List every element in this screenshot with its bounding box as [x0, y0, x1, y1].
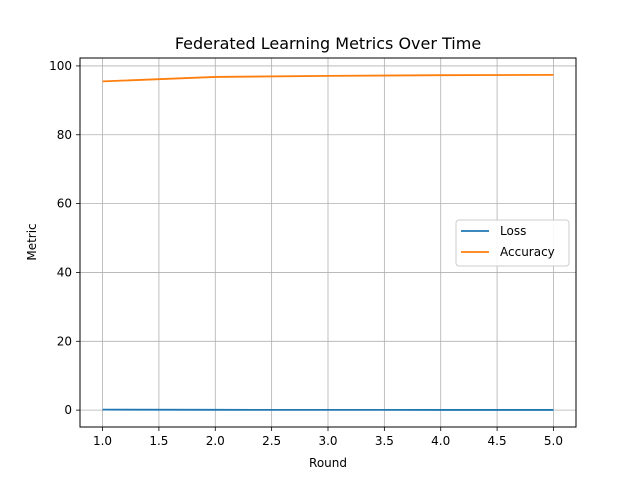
- y-tick-label: 80: [57, 128, 72, 142]
- y-tick-label: 60: [57, 197, 72, 211]
- y-tick-label: 0: [64, 403, 72, 417]
- y-tick-label: 100: [49, 59, 72, 73]
- y-tick-label: 40: [57, 265, 72, 279]
- x-tick-label: 1.0: [93, 434, 112, 448]
- x-axis-ticks: 1.0 1.5 2.0 2.5 3.0 3.5 4.0 4.5 5.0: [93, 427, 563, 448]
- legend-label-loss: Loss: [500, 224, 526, 238]
- x-tick-label: 3.5: [375, 434, 394, 448]
- y-axis-label: Metric: [25, 223, 39, 260]
- legend: Loss Accuracy: [455, 219, 570, 267]
- series-line-accuracy: [102, 73, 554, 83]
- x-tick-label: 4.0: [431, 434, 450, 448]
- chart-title: Federated Learning Metrics Over Time: [175, 34, 481, 53]
- x-tick-label: 1.5: [149, 434, 168, 448]
- grid-lines: [80, 58, 576, 427]
- x-axis-label: Round: [309, 456, 347, 470]
- series-lines: [102, 73, 554, 411]
- x-tick-label: 3.0: [318, 434, 337, 448]
- x-tick-label: 2.5: [262, 434, 281, 448]
- legend-label-accuracy: Accuracy: [500, 245, 555, 259]
- y-axis-ticks: 0 20 40 60 80 100: [49, 59, 80, 417]
- y-tick-label: 20: [57, 334, 72, 348]
- x-tick-label: 5.0: [544, 434, 563, 448]
- x-tick-label: 2.0: [206, 434, 225, 448]
- x-tick-label: 4.5: [488, 434, 507, 448]
